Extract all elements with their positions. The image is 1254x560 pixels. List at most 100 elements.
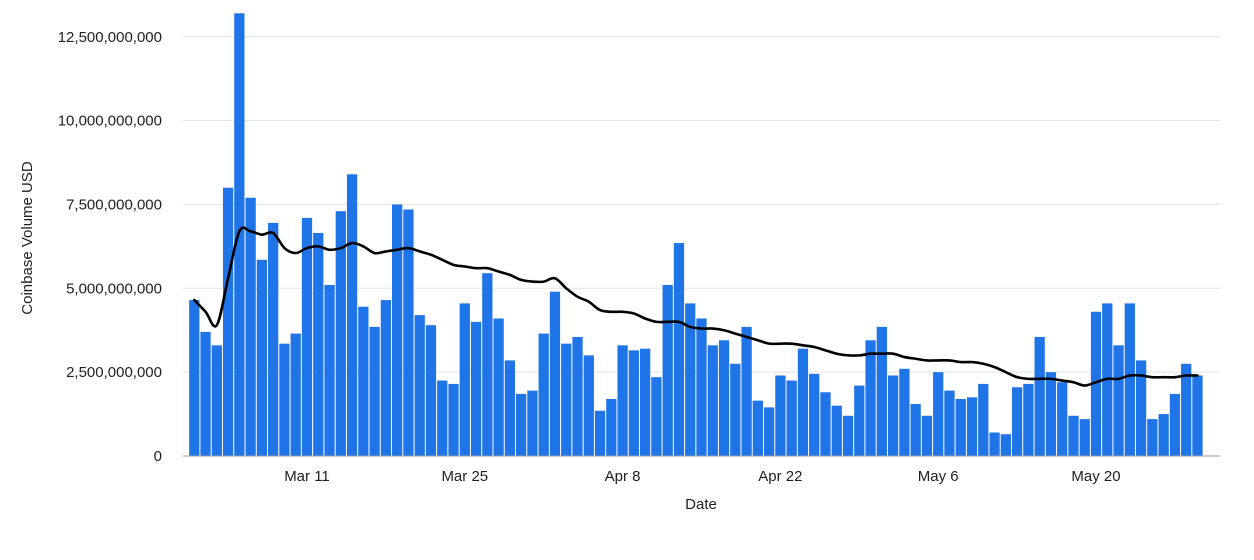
volume-bar: [628, 350, 639, 456]
volume-bar: [933, 372, 944, 456]
volume-bar: [594, 410, 606, 456]
volume-bar: [876, 326, 887, 456]
volume-bar: [358, 306, 369, 456]
y-axis-title: Coinbase Volume USD: [19, 161, 36, 315]
volume-bar: [279, 343, 290, 456]
volume-bar: [1169, 393, 1181, 456]
volume-bar: [268, 222, 279, 456]
volume-bar: [966, 397, 978, 456]
x-tick-label: May 20: [1071, 468, 1120, 485]
volume-bar: [944, 390, 955, 456]
volume-bar: [448, 383, 459, 456]
volume-bar: [1113, 345, 1124, 456]
volume-bar: [899, 368, 910, 456]
volume-bar: [831, 405, 842, 456]
volume-bar: [606, 398, 617, 456]
volume-bar: [1181, 363, 1192, 456]
volume-bar: [414, 315, 425, 456]
volume-bar: [989, 432, 1000, 456]
volume-bar: [820, 392, 831, 456]
volume-bar: [1057, 382, 1068, 456]
volume-bar: [369, 326, 380, 456]
volume-bar: [718, 340, 730, 456]
volume-bar: [910, 404, 921, 456]
volume-bar: [662, 284, 673, 456]
volume-bar: [245, 197, 256, 456]
volume-bar: [459, 303, 470, 456]
volume-bar: [775, 375, 786, 456]
volume-bar: [561, 343, 572, 456]
volume-bar: [854, 385, 865, 456]
volume-bar: [538, 333, 549, 456]
volume-bar: [211, 345, 222, 456]
volume-bar: [763, 407, 775, 456]
volume-bar: [313, 232, 324, 456]
volume-bar: [640, 348, 651, 456]
volume-bar: [583, 355, 594, 456]
volume-bar: [324, 284, 335, 456]
volume-bar: [842, 415, 854, 456]
volume-bar: [425, 325, 437, 456]
volume-bar: [301, 217, 313, 456]
volume-bar: [1079, 419, 1090, 456]
volume-bar: [335, 211, 346, 456]
x-tick-label: Mar 25: [441, 468, 488, 485]
volume-bar: [921, 415, 933, 456]
y-tick-label: 10,000,000,000: [58, 113, 162, 130]
volume-bar: [482, 273, 493, 456]
volume-bar: [1158, 414, 1169, 456]
x-tick-label: Apr 22: [758, 468, 802, 485]
volume-bar: [222, 187, 234, 456]
volume-bar: [1135, 360, 1147, 456]
volume-bar: [752, 400, 763, 456]
y-tick-label: 7,500,000,000: [66, 196, 162, 213]
volume-bar: [346, 174, 358, 456]
volume-bar: [651, 377, 662, 456]
volume-bar: [1147, 419, 1158, 456]
volume-bar: [955, 398, 966, 456]
volume-bar: [380, 300, 392, 456]
volume-bar: [786, 380, 797, 456]
volume-bar: [1011, 387, 1023, 456]
volume-bar: [256, 259, 268, 456]
volume-bar: [685, 303, 696, 456]
volume-bar: [978, 383, 989, 456]
volume-bar: [1068, 415, 1079, 456]
volume-bar: [516, 393, 527, 456]
volume-bar: [1023, 383, 1034, 456]
volume-bar: [493, 318, 504, 456]
volume-bar: [290, 333, 301, 456]
volume-bar: [1124, 303, 1135, 456]
x-axis-title: Date: [685, 496, 717, 513]
volume-bar: [1045, 372, 1057, 456]
y-tick-label: 12,500,000,000: [58, 29, 162, 46]
volume-bar: [200, 331, 211, 456]
volume-bar: [696, 318, 707, 456]
volume-bar: [504, 360, 516, 456]
volume-bar: [741, 326, 752, 456]
volume-bar: [1192, 375, 1203, 456]
volume-bar: [527, 390, 538, 456]
volume-bar: [549, 291, 561, 456]
moving-average-line: [192, 226, 1199, 387]
y-tick-label: 5,000,000,000: [66, 280, 162, 297]
volume-bar: [572, 336, 583, 456]
volume-bars: [189, 13, 1203, 456]
x-tick-label: May 6: [918, 468, 959, 485]
y-tick-labels: 0 2,500,000,000 5,000,000,000 7,500,000,000…: [58, 29, 162, 465]
volume-bar: [865, 340, 876, 456]
volume-bar: [730, 363, 741, 456]
x-tick-label: Mar 11: [284, 468, 330, 485]
volume-bar: [707, 345, 718, 456]
volume-bar: [437, 380, 448, 456]
x-tick-label: Apr 8: [605, 468, 641, 485]
x-tick-labels: Mar 11 Mar 25 Apr 8 Apr 22 May 6 May 20: [284, 468, 1120, 485]
volume-bar: [1034, 336, 1045, 456]
volume-bar: [673, 243, 685, 456]
volume-bar: [403, 209, 414, 456]
y-tick-label: 0: [154, 448, 162, 465]
volume-bar: [887, 375, 899, 456]
volume-bar: [797, 348, 809, 456]
volume-bar: [1000, 434, 1011, 456]
